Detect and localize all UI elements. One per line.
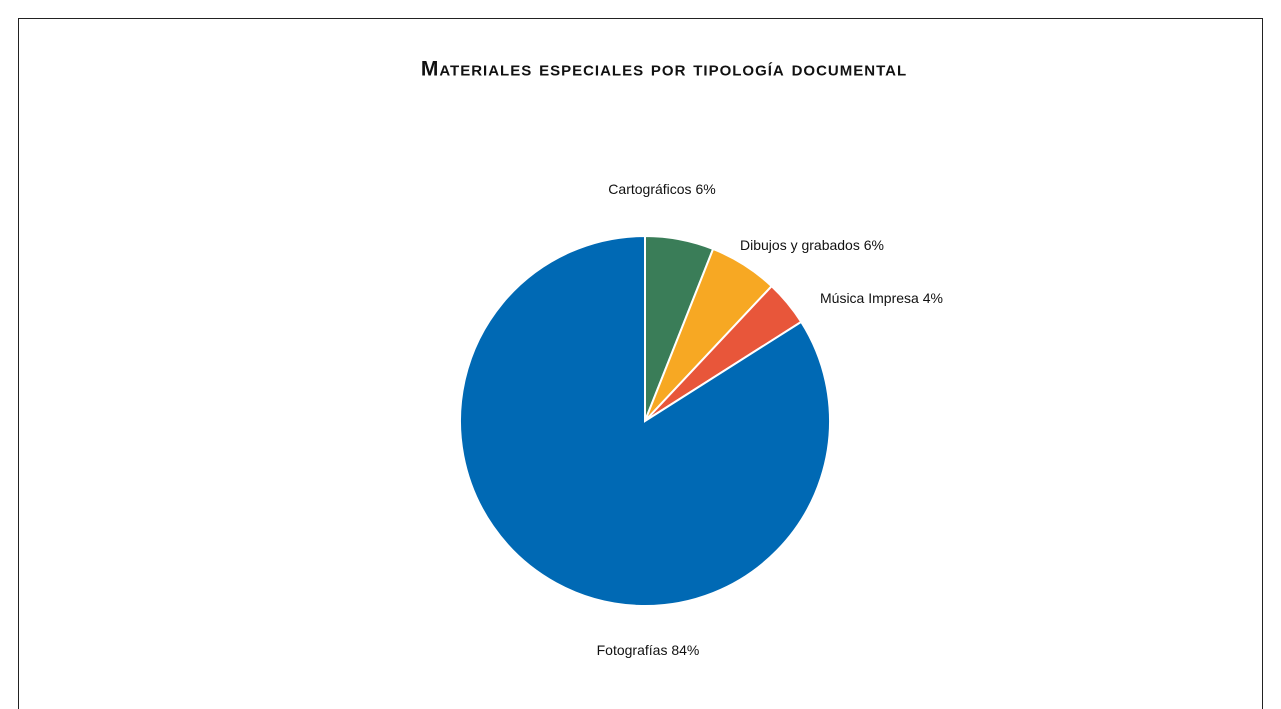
slice-category: Fotografías bbox=[597, 642, 668, 658]
slice-label: Música Impresa 4% bbox=[820, 290, 943, 306]
slice-value: 84% bbox=[671, 642, 699, 658]
slice-label: Cartográficos 6% bbox=[608, 181, 715, 197]
slice-label: Dibujos y grabados 6% bbox=[740, 237, 884, 253]
pie-slice bbox=[459, 234, 831, 607]
slice-category: Música Impresa bbox=[820, 290, 919, 306]
slice-value: 6% bbox=[864, 237, 884, 253]
slice-value: 6% bbox=[695, 181, 715, 197]
slice-label: Fotografías 84% bbox=[597, 642, 700, 658]
chart-title: Materiales especiales por tipología docu… bbox=[421, 58, 907, 81]
slice-value: 4% bbox=[923, 290, 943, 306]
slice-category: Cartográficos bbox=[608, 181, 691, 197]
slice-category: Dibujos y grabados bbox=[740, 237, 860, 253]
